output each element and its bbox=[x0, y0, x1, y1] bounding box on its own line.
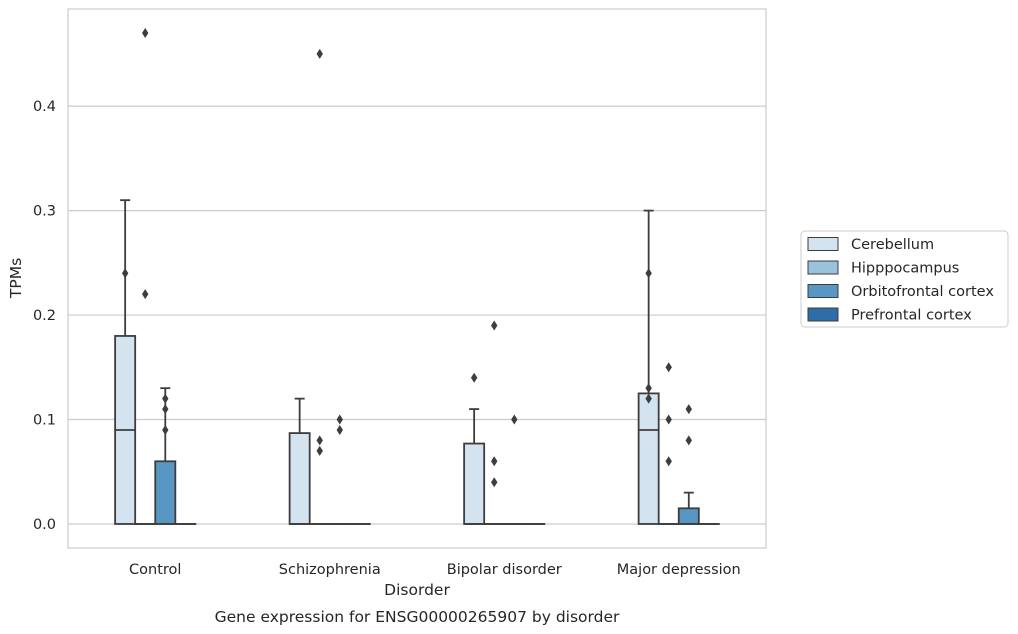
outlier-point bbox=[162, 404, 169, 415]
x-tick-label: Bipolar disorder bbox=[447, 562, 562, 578]
chart-caption: Gene expression for ENSG00000265907 by d… bbox=[215, 608, 620, 626]
outlier-point bbox=[665, 362, 672, 373]
y-tick-label: 0.1 bbox=[33, 413, 56, 429]
plot-frame bbox=[67, 8, 767, 549]
plot-area-marks bbox=[114, 28, 720, 525]
y-axis-label: TPMs bbox=[7, 258, 25, 299]
legend-swatch bbox=[807, 260, 839, 275]
y-tick-label: 0.2 bbox=[33, 308, 56, 324]
outlier-point bbox=[511, 414, 518, 425]
outlier-point bbox=[645, 268, 652, 279]
outlier-point bbox=[142, 289, 149, 300]
outlier-point bbox=[316, 48, 323, 59]
x-tick-label: Major depression bbox=[617, 562, 741, 578]
outlier-point bbox=[336, 414, 343, 425]
outlier-point bbox=[491, 320, 498, 331]
legend-swatch bbox=[807, 284, 839, 298]
box-group bbox=[503, 414, 526, 525]
legend-label: Orbitofrontal cortex bbox=[851, 284, 994, 300]
box-group bbox=[677, 404, 700, 525]
y-tick-label: 0.3 bbox=[33, 204, 56, 220]
box-group bbox=[328, 414, 351, 525]
box-group bbox=[483, 320, 506, 525]
outlier-point bbox=[336, 424, 343, 435]
box bbox=[288, 432, 311, 525]
outlier-point bbox=[491, 456, 498, 467]
box-group bbox=[114, 199, 137, 525]
y-tick-labels: 0.0 0.1 0.2 0.3 0.4 bbox=[33, 99, 56, 533]
box-group bbox=[657, 362, 680, 525]
box bbox=[677, 507, 700, 525]
box-group bbox=[134, 28, 157, 525]
box-group bbox=[308, 48, 331, 525]
box-group bbox=[637, 209, 660, 525]
outlier-point bbox=[470, 372, 478, 383]
outlier-point bbox=[645, 393, 652, 404]
outlier-point bbox=[316, 435, 323, 446]
outlier-point bbox=[665, 414, 672, 425]
x-tick-label: Control bbox=[129, 562, 181, 578]
legend-label: Hipppocampus bbox=[851, 261, 959, 277]
box bbox=[154, 460, 177, 525]
outlier-point bbox=[685, 404, 692, 415]
y-tick-label: 0.0 bbox=[33, 517, 56, 533]
outlier-point bbox=[665, 456, 672, 467]
outlier-point bbox=[685, 435, 692, 446]
legend-label: Cerebellum bbox=[851, 237, 934, 253]
box-group bbox=[154, 387, 177, 525]
legend-frame bbox=[800, 230, 1009, 328]
box bbox=[463, 442, 486, 525]
box-group bbox=[288, 397, 311, 525]
outlier-point bbox=[142, 28, 149, 39]
outlier-point bbox=[491, 477, 498, 488]
outlier-point bbox=[316, 445, 323, 456]
y-tick-label: 0.4 bbox=[33, 99, 56, 115]
outlier-point bbox=[162, 424, 169, 435]
legend-label: Prefrontal cortex bbox=[851, 308, 972, 324]
outlier-point bbox=[121, 268, 129, 279]
box-group bbox=[463, 372, 486, 525]
x-axis-label: Disorder bbox=[384, 581, 450, 599]
outlier-point bbox=[162, 393, 169, 404]
legend-swatch bbox=[807, 237, 839, 251]
outlier-point bbox=[645, 383, 652, 394]
box bbox=[637, 392, 660, 525]
x-tick-label: Schizophrenia bbox=[279, 562, 381, 578]
legend-swatch bbox=[807, 307, 839, 322]
x-tick-labels: Control Schizophrenia Bipolar disorder Majo… bbox=[129, 562, 741, 578]
legend: Cerebellum Hipppocampus Orbitofrontal cort… bbox=[800, 230, 1009, 328]
